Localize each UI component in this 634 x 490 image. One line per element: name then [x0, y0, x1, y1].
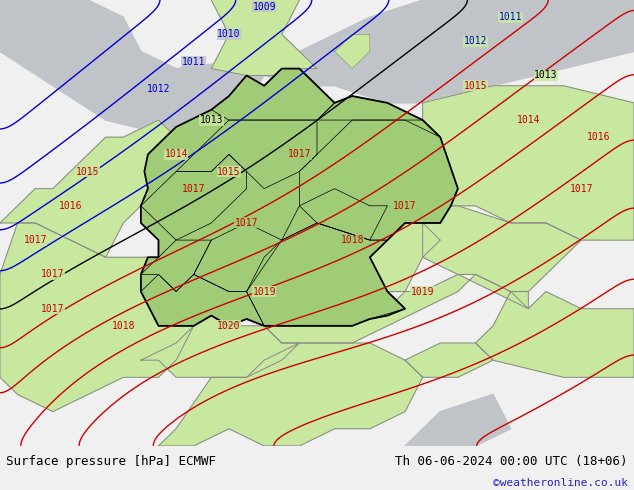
Text: 1010: 1010	[217, 29, 241, 39]
Text: 1017: 1017	[288, 149, 311, 159]
Polygon shape	[405, 343, 493, 377]
Text: ©weatheronline.co.uk: ©weatheronline.co.uk	[493, 478, 628, 489]
Text: 1017: 1017	[235, 218, 258, 228]
Text: Th 06-06-2024 00:00 UTC (18+06): Th 06-06-2024 00:00 UTC (18+06)	[395, 455, 628, 468]
Text: 1017: 1017	[41, 304, 65, 314]
Text: 1015: 1015	[217, 167, 241, 176]
Text: 1017: 1017	[393, 201, 417, 211]
Polygon shape	[476, 292, 634, 377]
Text: 1018: 1018	[112, 321, 135, 331]
Text: 1017: 1017	[569, 184, 593, 194]
Text: 1019: 1019	[411, 287, 434, 296]
Polygon shape	[264, 274, 528, 343]
Text: 1015: 1015	[463, 81, 488, 91]
Polygon shape	[264, 0, 634, 103]
Polygon shape	[0, 0, 264, 137]
Text: 1012: 1012	[463, 36, 488, 46]
Polygon shape	[335, 34, 370, 69]
Polygon shape	[405, 394, 511, 446]
Text: 1012: 1012	[146, 84, 171, 94]
Text: 1009: 1009	[252, 2, 276, 12]
Text: 1014: 1014	[164, 149, 188, 159]
Text: 1018: 1018	[340, 235, 364, 245]
Polygon shape	[211, 0, 317, 75]
Polygon shape	[141, 69, 458, 326]
Text: 1013: 1013	[534, 71, 558, 80]
Text: 1017: 1017	[182, 184, 205, 194]
Text: 1015: 1015	[76, 167, 100, 176]
Text: 1011: 1011	[499, 12, 522, 22]
Text: 1017: 1017	[41, 270, 65, 279]
Polygon shape	[0, 120, 194, 257]
Text: 1016: 1016	[59, 201, 82, 211]
Polygon shape	[141, 316, 299, 377]
Text: 1017: 1017	[23, 235, 47, 245]
Text: 1014: 1014	[517, 115, 540, 125]
Polygon shape	[423, 86, 634, 257]
Text: 1011: 1011	[182, 57, 205, 67]
Text: 1019: 1019	[252, 287, 276, 296]
Text: 1013: 1013	[200, 115, 223, 125]
Polygon shape	[0, 223, 194, 412]
Polygon shape	[158, 343, 423, 446]
Text: Surface pressure [hPa] ECMWF: Surface pressure [hPa] ECMWF	[6, 455, 216, 468]
Text: 1020: 1020	[217, 321, 241, 331]
Polygon shape	[370, 206, 581, 292]
Text: 1016: 1016	[587, 132, 611, 142]
